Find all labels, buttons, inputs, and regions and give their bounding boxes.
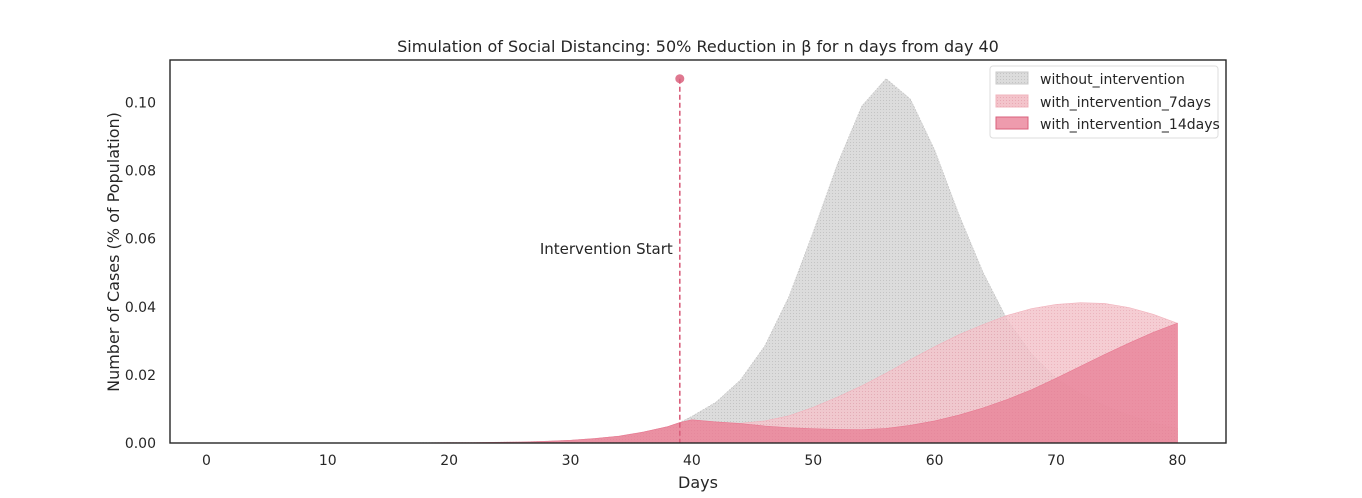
intervention-start-label: Intervention Start	[540, 240, 673, 258]
legend-swatch-with-intervention-7days	[995, 94, 1029, 108]
legend-frame	[989, 65, 1219, 139]
y-tick-label: 0.02	[125, 368, 156, 384]
x-tick-label: 80	[1169, 453, 1187, 469]
x-tick-label: 70	[1047, 453, 1065, 469]
intervention-marker	[675, 74, 685, 84]
y-tick-label: 0.06	[125, 232, 156, 248]
x-tick-label: 40	[683, 453, 701, 469]
x-tick-label: 10	[319, 453, 337, 469]
legend-label-without-intervention: without_intervention	[1040, 72, 1185, 88]
x-tick-label: 50	[804, 453, 822, 469]
legend-swatch-without-intervention	[995, 71, 1029, 85]
x-tick-label: 20	[440, 453, 458, 469]
x-axis-title: Days	[678, 473, 718, 492]
x-axis: 0 10 20 30 40 50 60 70 80	[202, 453, 1186, 469]
x-tick-label: 60	[926, 453, 944, 469]
legend-item-without-intervention: without_intervention	[995, 71, 1185, 88]
y-axis: 0.00 0.02 0.04 0.06 0.08 0.10	[125, 96, 156, 452]
chart-title: Simulation of Social Distancing: 50% Red…	[397, 37, 999, 56]
y-tick-label: 0.08	[125, 164, 156, 180]
y-tick-label: 0.00	[125, 436, 156, 452]
plot-frame	[169, 59, 1227, 444]
x-tick-label: 30	[562, 453, 580, 469]
legend-item-with-intervention-7days: with_intervention_7days	[995, 94, 1211, 111]
legend-item-with-intervention-14days: with_intervention_14days	[995, 116, 1220, 133]
plot-area	[169, 59, 1227, 444]
x-tick-label: 0	[202, 453, 211, 469]
y-tick-label: 0.04	[125, 300, 156, 316]
y-tick-label: 0.10	[125, 96, 156, 112]
legend-swatch-with-intervention-14days	[995, 116, 1029, 130]
legend-label-with-intervention-7days: with_intervention_7days	[1040, 95, 1211, 111]
y-axis-title: Number of Cases (% of Population)	[104, 112, 123, 392]
legend-label-with-intervention-14days: with_intervention_14days	[1040, 117, 1220, 133]
legend: without_intervention with_intervention_7…	[989, 65, 1220, 139]
annotation-layer	[675, 74, 685, 443]
